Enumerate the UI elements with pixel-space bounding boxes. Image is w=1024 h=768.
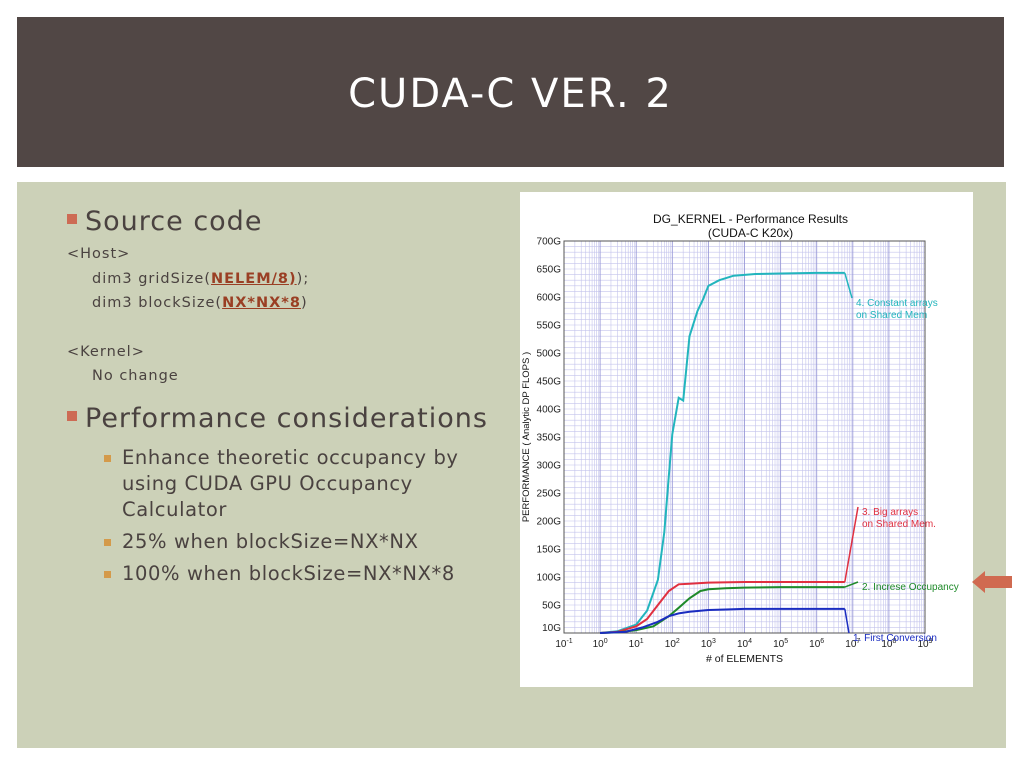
- series-label: 1. First Conversion: [853, 633, 937, 644]
- series-label: on Shared Mem: [856, 310, 927, 321]
- grid-size-suffix: );: [296, 270, 310, 287]
- x-tick-label: 105: [773, 638, 788, 650]
- series-pointer: [844, 506, 859, 583]
- kernel-body: No change: [92, 368, 179, 384]
- y-tick-label: 150G: [537, 545, 562, 556]
- series-label: 2. Increse Occupancy: [862, 582, 959, 593]
- point-text: Enhance theoretic occupancy by using CUD…: [122, 445, 459, 521]
- kernel-label: <Kernel>: [67, 343, 145, 360]
- chart-subtitle: (CUDA-C K20x): [708, 226, 793, 240]
- series-line: [600, 607, 845, 634]
- series-pointer: [844, 581, 859, 588]
- source-code-heading: Source code: [85, 206, 263, 237]
- block-size-suffix: ): [300, 295, 308, 311]
- block-size-line: dim3 blockSize(NX*NX*8): [67, 291, 497, 316]
- y-tick-label: 450G: [537, 377, 562, 388]
- block-size-prefix: dim3 blockSize(: [92, 295, 223, 311]
- y-tick-label: 250G: [537, 489, 562, 500]
- y-tick-label: 400G: [537, 405, 562, 416]
- series-pointer: [844, 608, 850, 634]
- x-tick-label: 10-1: [555, 638, 572, 650]
- x-tick-label: 106: [809, 638, 824, 650]
- grid-size-highlight: NELEM/8): [211, 270, 297, 287]
- grid-size-line: dim3 gridSize(NELEM/8));: [67, 267, 497, 292]
- series-label: on Shared Mem.: [862, 519, 936, 530]
- plot-frame: [563, 240, 926, 634]
- x-tick-label: 109: [917, 638, 932, 650]
- point-item: 25% when blockSize=NX*NX: [104, 529, 497, 555]
- y-tick-label: 300G: [537, 461, 562, 472]
- square-bullet-icon: [67, 410, 77, 421]
- point-text: 100% when blockSize=NX*NX*8: [122, 561, 455, 585]
- x-tick-label: 108: [881, 638, 896, 650]
- x-tick-label: 103: [701, 638, 716, 650]
- y-tick-label: 600G: [537, 293, 562, 304]
- title-bar: CUDA-C VER. 2: [17, 17, 1004, 167]
- series-label: 4. Constant arrays: [856, 298, 938, 309]
- performance-points: Enhance theoretic occupancy by using CUD…: [67, 445, 497, 587]
- y-axis-label: PERFORMANCE ( Analytic DP FLOPS ): [521, 352, 532, 522]
- chart-panel: 10G 50G 100G 150G 200G 250G 300G 350G 400G 450G 50…: [520, 192, 973, 687]
- x-axis-label: # of ELEMENTS: [706, 653, 783, 665]
- y-tick-label: 50G: [542, 601, 561, 612]
- x-tick-label: 100: [593, 638, 608, 650]
- bullet-performance: Performance considerations: [67, 399, 497, 439]
- square-bullet-icon: [67, 214, 77, 224]
- bullet-source-code: Source code: [67, 202, 497, 242]
- x-tick-label: 101: [629, 638, 644, 650]
- series-line: [600, 581, 845, 634]
- series-line: [600, 586, 845, 634]
- y-tick-label: 350G: [537, 433, 562, 444]
- performance-heading: Performance considerations: [85, 402, 488, 434]
- y-tick-label: 10G: [542, 623, 561, 634]
- point-item: Enhance theoretic occupancy by using CUD…: [104, 445, 497, 523]
- x-tick-label: 102: [665, 638, 680, 650]
- y-tick-label: 700G: [537, 237, 562, 248]
- slide-title: CUDA-C VER. 2: [348, 71, 673, 117]
- x-tick-label: 107: [845, 638, 860, 650]
- left-arrow-icon: [972, 571, 1012, 593]
- y-tick-label: 650G: [537, 265, 562, 276]
- small-square-bullet-icon: [104, 454, 111, 462]
- point-item: 100% when blockSize=NX*NX*8: [104, 561, 497, 587]
- y-tick-label: 500G: [537, 349, 562, 360]
- series-label: 3. Big arrays: [862, 507, 918, 518]
- host-label: <Host>: [67, 246, 131, 262]
- series-line: [600, 271, 845, 634]
- small-square-bullet-icon: [104, 570, 111, 578]
- chart-title: DG_KERNEL - Performance Results: [653, 212, 848, 226]
- performance-chart: 10G 50G 100G 150G 200G 250G 300G 350G 400G 450G 50…: [521, 212, 959, 665]
- series-pointer: [844, 272, 853, 299]
- text-column: Source code <Host> dim3 gridSize(NELEM/8…: [67, 202, 497, 593]
- x-tick-label: 104: [737, 638, 752, 650]
- y-tick-label: 550G: [537, 321, 562, 332]
- small-square-bullet-icon: [104, 538, 111, 546]
- point-text: 25% when blockSize=NX*NX: [122, 529, 419, 553]
- y-tick-label: 100G: [537, 573, 562, 584]
- grid-size-prefix: dim3 gridSize(: [92, 270, 212, 287]
- block-size-highlight: NX*NX*8: [222, 295, 301, 311]
- y-tick-label: 200G: [537, 517, 562, 528]
- content-area: Source code <Host> dim3 gridSize(NELEM/8…: [17, 182, 1006, 748]
